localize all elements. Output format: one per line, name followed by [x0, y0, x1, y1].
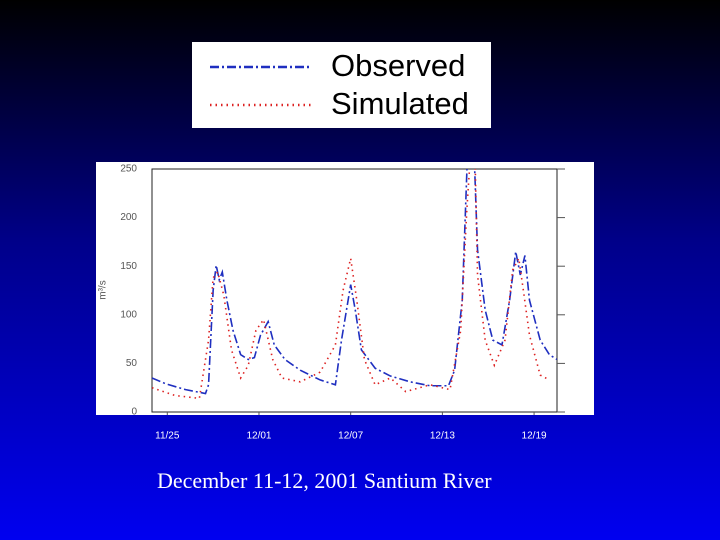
chart-panel [96, 162, 594, 415]
x-tick-label: 12/13 [430, 431, 455, 442]
x-tick-label: 11/25 [155, 431, 180, 442]
y-tick-label: 50 [126, 358, 138, 369]
y-tick-label: 200 [120, 212, 137, 223]
y-tick-label: 150 [120, 261, 137, 272]
plot-frame [151, 168, 558, 413]
legend-box [192, 42, 491, 128]
legend-label: Observed [331, 48, 465, 83]
plot-area [152, 169, 557, 400]
legend-label: Simulated [331, 86, 469, 121]
x-tick-label: 12/19 [522, 431, 547, 442]
y-axis-label: m³/s [98, 280, 109, 299]
x-tick-label: 12/01 [246, 431, 271, 442]
y-tick-label: 0 [131, 407, 137, 418]
caption: December 11-12, 2001 Santium River [157, 468, 492, 493]
series-line [152, 169, 550, 400]
series-line [152, 169, 557, 395]
y-tick-label: 100 [120, 309, 137, 320]
x-tick-label: 12/07 [338, 431, 363, 442]
y-tick-label: 250 [120, 164, 137, 175]
